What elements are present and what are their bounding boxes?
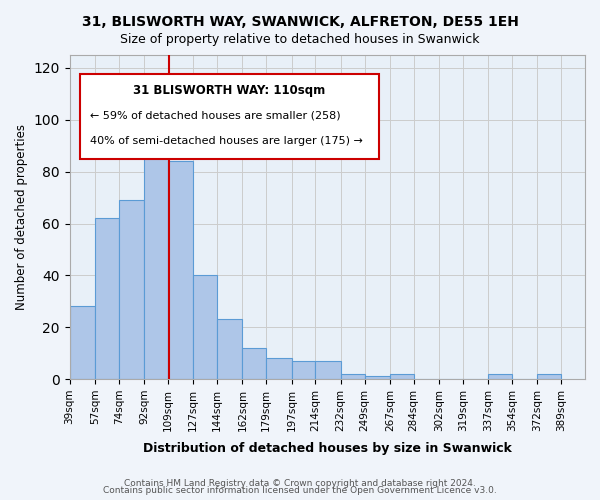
Bar xyxy=(217,320,242,379)
Y-axis label: Number of detached properties: Number of detached properties xyxy=(15,124,28,310)
Bar xyxy=(488,374,512,379)
Text: 31 BLISWORTH WAY: 110sqm: 31 BLISWORTH WAY: 110sqm xyxy=(133,84,326,97)
Bar xyxy=(537,374,561,379)
Bar xyxy=(95,218,119,379)
X-axis label: Distribution of detached houses by size in Swanwick: Distribution of detached houses by size … xyxy=(143,442,512,455)
Bar xyxy=(341,374,365,379)
Bar xyxy=(119,200,144,379)
Bar xyxy=(144,125,168,379)
Bar xyxy=(365,376,390,379)
Text: 31, BLISWORTH WAY, SWANWICK, ALFRETON, DE55 1EH: 31, BLISWORTH WAY, SWANWICK, ALFRETON, D… xyxy=(82,15,518,29)
Bar xyxy=(316,361,341,379)
FancyBboxPatch shape xyxy=(80,74,379,158)
Bar xyxy=(242,348,266,379)
Bar xyxy=(292,361,316,379)
Text: Size of property relative to detached houses in Swanwick: Size of property relative to detached ho… xyxy=(120,32,480,46)
Text: 40% of semi-detached houses are larger (175) →: 40% of semi-detached houses are larger (… xyxy=(90,136,363,146)
Bar xyxy=(266,358,292,379)
Bar xyxy=(70,306,95,379)
Bar xyxy=(390,374,413,379)
Bar xyxy=(168,162,193,379)
Bar xyxy=(193,276,217,379)
Text: ← 59% of detached houses are smaller (258): ← 59% of detached houses are smaller (25… xyxy=(90,110,341,120)
Text: Contains HM Land Registry data © Crown copyright and database right 2024.: Contains HM Land Registry data © Crown c… xyxy=(124,478,476,488)
Text: Contains public sector information licensed under the Open Government Licence v3: Contains public sector information licen… xyxy=(103,486,497,495)
